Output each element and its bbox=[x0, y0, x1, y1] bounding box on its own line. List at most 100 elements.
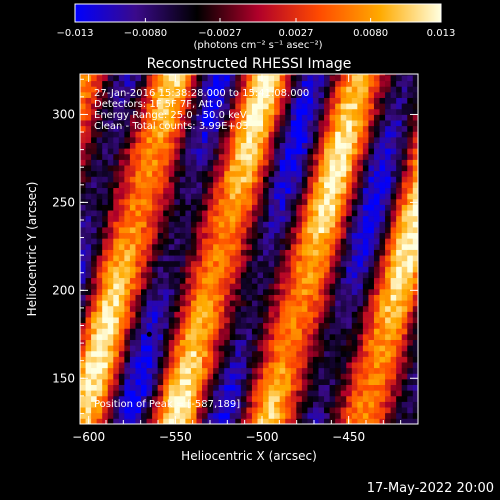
heatmap-cell bbox=[312, 170, 319, 177]
heatmap-cell bbox=[257, 74, 264, 76]
heatmap-cell bbox=[213, 176, 220, 183]
heatmap-cell bbox=[146, 407, 153, 414]
heatmap-cell bbox=[251, 125, 258, 132]
heatmap-cell bbox=[279, 142, 286, 149]
heatmap-cell bbox=[85, 204, 92, 211]
heatmap-cell bbox=[229, 221, 236, 228]
heatmap-cell bbox=[218, 384, 225, 391]
heatmap-cell bbox=[213, 103, 220, 110]
heatmap-cell bbox=[185, 412, 192, 419]
heatmap-cell bbox=[152, 333, 159, 340]
heatmap-cell bbox=[285, 176, 292, 183]
heatmap-cell bbox=[373, 170, 380, 177]
heatmap-cell bbox=[246, 181, 253, 189]
heatmap-cell bbox=[263, 407, 269, 414]
heatmap-cell bbox=[396, 384, 403, 391]
heatmap-cell bbox=[229, 198, 236, 205]
heatmap-cell bbox=[285, 356, 292, 363]
heatmap-cell bbox=[202, 260, 208, 267]
heatmap-cell bbox=[296, 170, 303, 177]
heatmap-cell bbox=[318, 407, 325, 414]
heatmap-cell bbox=[379, 181, 386, 189]
heatmap-cell bbox=[279, 288, 286, 295]
heatmap-cell bbox=[129, 401, 136, 408]
heatmap-cell bbox=[296, 367, 303, 374]
heatmap-cell bbox=[118, 108, 125, 115]
heatmap-cell bbox=[190, 322, 197, 329]
heatmap-cell bbox=[240, 193, 247, 200]
heatmap-cell bbox=[251, 272, 258, 279]
heatmap-cell bbox=[113, 294, 120, 301]
heatmap-cell bbox=[113, 373, 120, 380]
heatmap-cell bbox=[301, 272, 308, 279]
heatmap-cell bbox=[80, 91, 86, 98]
heatmap-cell bbox=[373, 142, 380, 149]
heatmap-cell bbox=[312, 418, 319, 424]
heatmap-cell bbox=[196, 103, 203, 110]
heatmap-cell bbox=[335, 165, 342, 172]
heatmap-cell bbox=[412, 165, 418, 172]
heatmap-cell bbox=[268, 136, 275, 143]
heatmap-cell bbox=[229, 401, 236, 408]
heatmap-cell bbox=[190, 120, 197, 127]
heatmap-cell bbox=[390, 272, 397, 279]
heatmap-cell bbox=[324, 108, 330, 115]
heatmap-cell bbox=[312, 176, 319, 183]
heatmap-cell bbox=[340, 181, 347, 189]
heatmap-cell bbox=[318, 322, 325, 329]
heatmap-cell bbox=[240, 277, 247, 284]
heatmap-cell bbox=[257, 91, 264, 98]
heatmap-cell bbox=[290, 232, 297, 239]
heatmap-cell bbox=[312, 300, 319, 307]
heatmap-cell bbox=[107, 260, 114, 267]
heatmap-cell bbox=[296, 136, 303, 143]
heatmap-cell bbox=[80, 328, 86, 335]
x-tick-label: −500 bbox=[246, 430, 279, 444]
heatmap-cell bbox=[373, 159, 380, 166]
heatmap-cell bbox=[379, 395, 386, 402]
heatmap-cell bbox=[196, 395, 203, 402]
heatmap-cell bbox=[335, 215, 342, 222]
heatmap-cell bbox=[202, 238, 208, 245]
heatmap-cell bbox=[135, 350, 142, 357]
heatmap-cell bbox=[318, 317, 325, 324]
heatmap-cell bbox=[135, 75, 142, 82]
peak-position-annotation: Position of Peak = [-587,189] bbox=[94, 399, 241, 410]
heatmap-cell bbox=[340, 401, 347, 408]
heatmap-cell bbox=[141, 91, 147, 98]
heatmap-cell bbox=[412, 181, 418, 189]
heatmap-cell bbox=[307, 86, 314, 93]
heatmap-cell bbox=[168, 120, 175, 127]
heatmap-cell bbox=[285, 305, 292, 312]
heatmap-cell bbox=[335, 333, 342, 340]
heatmap-cell bbox=[179, 333, 186, 340]
heatmap-cell bbox=[357, 384, 364, 391]
heatmap-cell bbox=[96, 328, 103, 335]
heatmap-cell bbox=[373, 75, 380, 82]
heatmap-cell bbox=[152, 272, 159, 279]
heatmap-cell bbox=[307, 345, 314, 352]
heatmap-cell bbox=[146, 350, 153, 357]
heatmap-cell bbox=[152, 311, 159, 318]
heatmap-cell bbox=[85, 367, 92, 374]
heatmap-cell bbox=[373, 198, 380, 205]
heatmap-cell bbox=[274, 345, 281, 352]
heatmap-cell bbox=[301, 345, 308, 352]
heatmap-cell bbox=[135, 80, 142, 87]
heatmap-cell bbox=[246, 170, 253, 177]
heatmap-cell bbox=[263, 131, 269, 138]
heatmap-cell bbox=[224, 187, 231, 194]
heatmap-cell bbox=[224, 317, 231, 324]
heatmap-cell bbox=[118, 125, 125, 132]
heatmap-cell bbox=[346, 114, 353, 121]
heatmap-cell bbox=[246, 418, 253, 424]
heatmap-cell bbox=[129, 215, 136, 222]
heatmap-cell bbox=[340, 221, 347, 228]
heatmap-cell bbox=[340, 165, 347, 172]
heatmap-cell bbox=[357, 176, 364, 183]
heatmap-cell bbox=[118, 181, 125, 189]
heatmap-cell bbox=[385, 232, 392, 239]
heatmap-cell bbox=[168, 187, 175, 194]
heatmap-cell bbox=[357, 238, 364, 245]
